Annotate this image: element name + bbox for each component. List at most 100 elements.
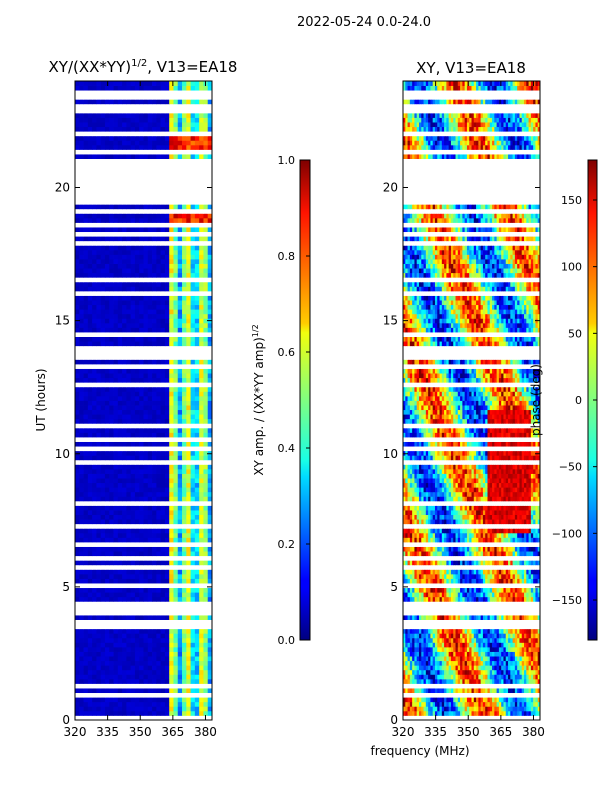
heatmap-cell — [113, 423, 119, 429]
heatmap-cell — [113, 551, 119, 557]
heatmap-cell — [194, 482, 200, 488]
heatmap-cell — [160, 386, 166, 392]
heatmap-cell — [510, 697, 513, 703]
heatmap-cell — [139, 619, 144, 625]
x-tick-label: 350 — [129, 725, 152, 739]
heatmap-cell — [152, 163, 157, 169]
heatmap-cell — [147, 665, 153, 671]
heatmap-cell — [190, 546, 196, 552]
heatmap-cell — [126, 94, 132, 100]
heatmap-cell — [100, 249, 106, 255]
heatmap-cell — [182, 99, 187, 105]
heatmap-cell — [169, 172, 174, 178]
heatmap-cell — [173, 468, 179, 474]
heatmap-cell — [109, 610, 114, 616]
heatmap-cell — [169, 546, 174, 552]
heatmap-cell — [87, 701, 93, 707]
heatmap-cell — [113, 181, 119, 187]
heatmap-cell — [190, 295, 196, 301]
heatmap-cell — [177, 185, 183, 191]
heatmap-cell — [164, 450, 170, 456]
heatmap-cell — [130, 646, 136, 652]
heatmap-cell — [177, 290, 183, 296]
heatmap-cell — [134, 176, 140, 182]
heatmap-cell — [139, 423, 144, 429]
heatmap-cell — [194, 674, 200, 680]
heatmap-cell — [113, 651, 119, 657]
heatmap-cell — [147, 268, 153, 274]
heatmap-cell — [207, 341, 212, 347]
heatmap-cell — [405, 688, 408, 694]
heatmap-cell — [441, 688, 445, 694]
heatmap-cell — [537, 701, 540, 707]
heatmap-cell — [96, 181, 102, 187]
heatmap-cell — [96, 578, 102, 584]
heatmap-cell — [190, 350, 196, 356]
heatmap-cell — [194, 624, 200, 630]
heatmap-cell — [147, 300, 153, 306]
heatmap-cell — [109, 154, 114, 159]
heatmap-cell — [203, 345, 209, 351]
right-heatmap — [403, 81, 540, 720]
heatmap-cell — [194, 144, 200, 150]
heatmap-cell — [182, 523, 187, 529]
heatmap-cell — [83, 510, 89, 516]
heatmap-cell — [190, 195, 196, 201]
heatmap-cell — [530, 688, 534, 694]
heatmap-cell — [203, 646, 209, 652]
heatmap-cell — [152, 277, 157, 283]
heatmap-cell — [494, 692, 498, 698]
heatmap-cell — [79, 624, 84, 630]
heatmap-cell — [79, 236, 84, 242]
heatmap-cell — [160, 167, 166, 173]
heatmap-cell — [412, 701, 415, 707]
heatmap-cell — [122, 596, 127, 602]
heatmap-cell — [428, 683, 431, 689]
heatmap-cell — [169, 144, 174, 150]
heatmap-cell — [83, 678, 89, 684]
heatmap-cell — [156, 624, 162, 630]
heatmap-cell — [75, 692, 80, 698]
heatmap-cell — [203, 373, 209, 379]
heatmap-cell — [134, 405, 140, 411]
heatmap-cell — [117, 140, 123, 146]
heatmap-cell — [122, 240, 127, 246]
heatmap-cell — [126, 560, 132, 566]
heatmap-cell — [113, 669, 119, 675]
heatmap-cell — [207, 505, 212, 511]
heatmap-cell — [160, 144, 166, 150]
heatmap-cell — [160, 450, 166, 456]
heatmap-cell — [96, 665, 102, 671]
heatmap-cell — [207, 135, 212, 141]
heatmap-cell — [152, 528, 157, 534]
heatmap-cell — [199, 213, 204, 219]
heatmap-cell — [117, 277, 123, 283]
heatmap-cell — [173, 172, 179, 178]
heatmap-cell — [139, 464, 144, 470]
heatmap-cell — [87, 523, 93, 529]
heatmap-cell — [160, 464, 166, 470]
heatmap-cell — [109, 368, 114, 374]
heatmap-cell — [130, 400, 136, 406]
heatmap-cell — [469, 692, 472, 698]
heatmap-cell — [182, 596, 187, 602]
heatmap-cell — [203, 500, 209, 506]
heatmap-cell — [143, 510, 149, 516]
heatmap-cell — [79, 213, 84, 219]
heatmap-cell — [113, 149, 119, 155]
heatmap-cell — [126, 99, 132, 105]
heatmap-cell — [156, 528, 162, 534]
heatmap-cell — [139, 309, 144, 315]
heatmap-cell — [83, 596, 89, 602]
heatmap-cell — [457, 710, 461, 716]
heatmap-cell — [100, 373, 106, 379]
heatmap-cell — [203, 236, 209, 242]
heatmap-cell — [152, 624, 157, 630]
heatmap-cell — [143, 633, 149, 639]
heatmap-cell — [96, 217, 102, 223]
heatmap-cell — [104, 350, 110, 356]
heatmap-cell — [164, 578, 170, 584]
heatmap-cell — [207, 646, 212, 652]
heatmap-cell — [104, 674, 110, 680]
heatmap-cell — [203, 217, 209, 223]
